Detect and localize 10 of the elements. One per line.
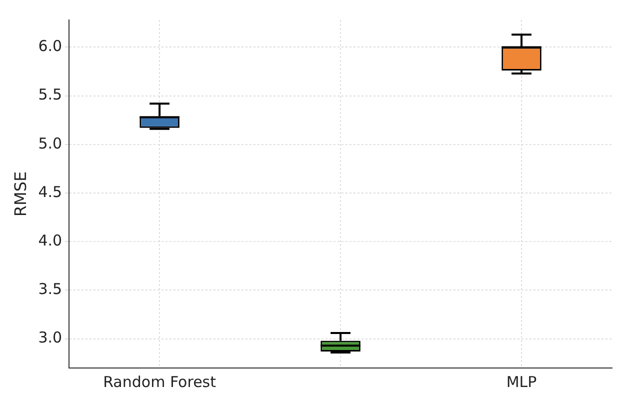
y-tick-label: 3.0 — [38, 328, 62, 347]
y-tick-label: 6.0 — [38, 37, 62, 56]
x-tick-label: MLP — [506, 372, 537, 391]
y-tick-label: 4.5 — [38, 182, 62, 201]
x-tick-label: Random Forest — [103, 372, 216, 391]
y-tick-label: 5.5 — [38, 86, 62, 104]
y-tick-label: 5.0 — [38, 134, 62, 152]
y-tick-label: 4.0 — [38, 232, 62, 250]
y-tick-label: 3.5 — [38, 280, 62, 298]
y-axis-title: RMSE — [10, 171, 30, 217]
